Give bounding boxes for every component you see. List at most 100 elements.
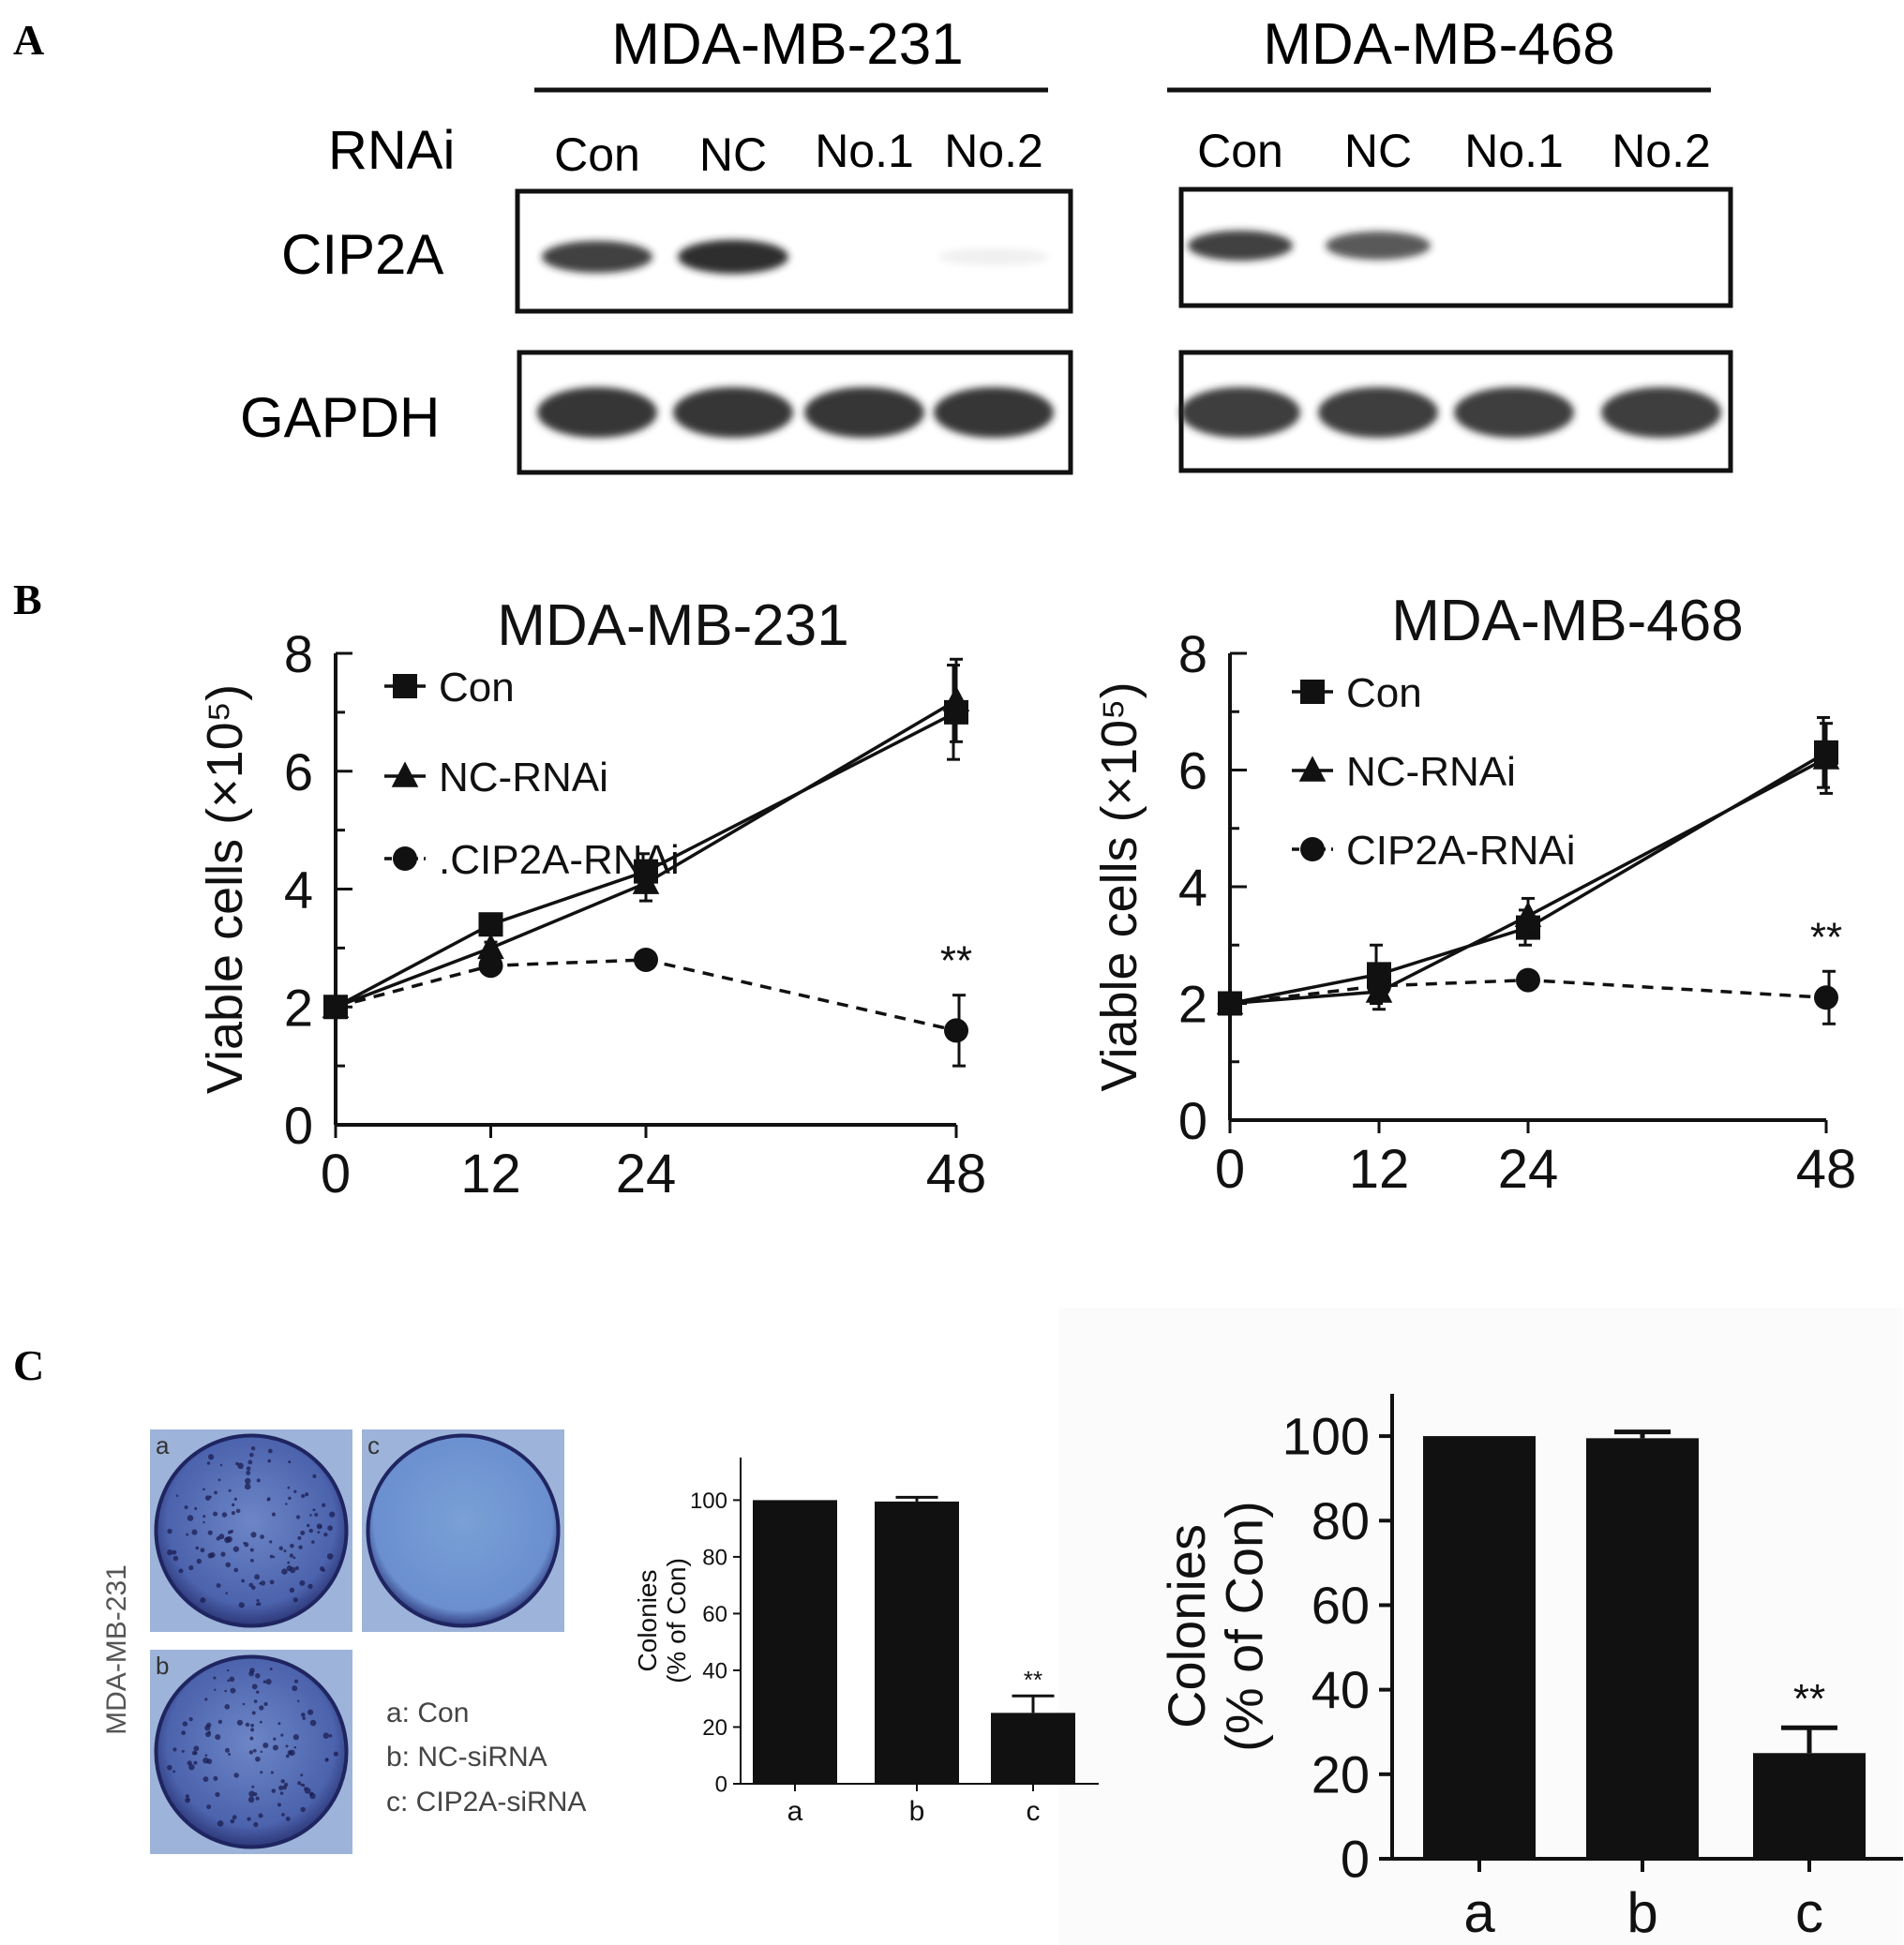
colony-dot — [247, 1817, 251, 1821]
colony-dot — [302, 1716, 306, 1721]
colony-dot — [185, 1797, 190, 1803]
colony-dot — [172, 1770, 176, 1773]
colony-dot — [248, 1582, 254, 1588]
colony-dot — [227, 1679, 231, 1683]
series-line — [1229, 978, 1827, 1006]
data-point-marker — [1218, 991, 1242, 1016]
data-point-marker — [1812, 743, 1840, 770]
colony-dot — [215, 1734, 221, 1741]
colony-dot — [253, 1792, 258, 1797]
colony-dot — [280, 1733, 284, 1737]
colony-dot — [326, 1553, 334, 1560]
x-tick-label: 48 — [1796, 1139, 1857, 1200]
blot-mda-mb-468: MDA-MB-468 Con NC No.1 No.2 — [1167, 12, 1733, 473]
colony-dot — [311, 1540, 315, 1544]
blot-bands — [537, 239, 1054, 438]
colony-dot — [277, 1722, 281, 1726]
colony-dot — [221, 1512, 228, 1518]
data-point-marker — [1516, 967, 1540, 993]
colony-dot — [253, 1821, 259, 1828]
y-tick-label: 100 — [1282, 1407, 1370, 1466]
colony-dot — [305, 1492, 309, 1497]
colony-dot — [297, 1781, 302, 1786]
x-tick-label: 48 — [926, 1144, 987, 1204]
colony-dot — [167, 1528, 172, 1534]
blot-cell-line-title: MDA-MB-231 — [611, 12, 964, 77]
x-tick-label: 0 — [1215, 1139, 1245, 1200]
colony-dot — [312, 1474, 317, 1478]
colony-dot — [224, 1747, 230, 1753]
x-tick-label: c — [1795, 1881, 1823, 1944]
data-point-marker — [1367, 973, 1391, 998]
colony-dot — [260, 1580, 266, 1586]
y-tick-label: 8 — [284, 624, 313, 683]
y-tick-label: 6 — [1178, 741, 1207, 800]
colony-dot — [258, 1813, 263, 1818]
series-line — [1229, 756, 1827, 1006]
bar-chart-small: 0 20 40 60 80 100 a b c ** Colonies(% of Con) — [633, 1458, 1099, 1827]
colony-key-item: c: CIP2A-siRNA — [386, 1787, 586, 1818]
colony-dot — [253, 1699, 258, 1703]
colony-dot — [278, 1546, 284, 1551]
colony-dot — [270, 1771, 274, 1774]
colony-dot — [307, 1709, 314, 1715]
legend-label: .CIP2A-RNAi — [439, 837, 680, 883]
y-axis-label-line: Colonies — [1157, 1524, 1216, 1728]
colony-dot — [250, 1723, 254, 1728]
colony-dot — [213, 1676, 217, 1680]
y-axis-label: Viable cells (×10⁵) — [1091, 681, 1147, 1091]
colony-dot — [187, 1760, 192, 1766]
colony-dot — [251, 1711, 256, 1715]
colony-dot — [231, 1503, 235, 1507]
chart-title: MDA-MB-231 — [497, 593, 849, 658]
colony-dot — [277, 1803, 282, 1807]
colony-dot — [249, 1548, 254, 1552]
data-point-marker — [632, 868, 660, 894]
colony-dot — [255, 1756, 261, 1762]
colony-dot — [267, 1448, 273, 1454]
culture-plate: c — [362, 1429, 564, 1632]
colony-dot — [193, 1760, 198, 1765]
colony-dot — [237, 1462, 244, 1470]
colony-dot — [304, 1787, 311, 1794]
colony-dot — [250, 1445, 256, 1451]
colony-dot — [191, 1529, 198, 1535]
colony-dot — [312, 1508, 316, 1512]
y-tick-label: 60 — [1312, 1576, 1370, 1635]
colony-dot — [186, 1533, 189, 1536]
colony-dot — [292, 1597, 298, 1603]
plate-label: b — [156, 1652, 169, 1680]
culture-plate: b — [150, 1650, 352, 1854]
y-tick-label: 4 — [284, 860, 313, 920]
colony-dot — [229, 1676, 235, 1683]
colony-dot — [299, 1579, 306, 1586]
gapdh-band — [1180, 387, 1300, 438]
colony-dot — [213, 1511, 218, 1517]
colony-dot — [309, 1719, 317, 1727]
colony-dot — [243, 1541, 246, 1545]
data-point-marker — [478, 912, 503, 937]
colony-dot — [300, 1784, 303, 1787]
colony-dot — [247, 1459, 253, 1465]
colony-dot — [178, 1568, 184, 1574]
lane-label: No.1 — [1464, 125, 1564, 177]
colony-dot — [295, 1515, 301, 1519]
colony-dot — [235, 1508, 241, 1514]
colony-dot — [256, 1599, 260, 1603]
colony-dot — [323, 1533, 328, 1537]
colony-dot — [296, 1699, 300, 1702]
colony-dot — [293, 1679, 299, 1683]
colony-dot — [269, 1540, 273, 1544]
colony-dot — [248, 1750, 254, 1755]
colony-dot — [207, 1552, 214, 1559]
colony-dot — [287, 1486, 291, 1489]
y-tick-label: 100 — [690, 1489, 727, 1514]
bar — [1586, 1438, 1699, 1859]
colony-dot — [271, 1512, 277, 1517]
y-tick-label: 20 — [1312, 1744, 1370, 1803]
colony-dot — [172, 1549, 177, 1555]
colony-dot — [257, 1602, 262, 1607]
